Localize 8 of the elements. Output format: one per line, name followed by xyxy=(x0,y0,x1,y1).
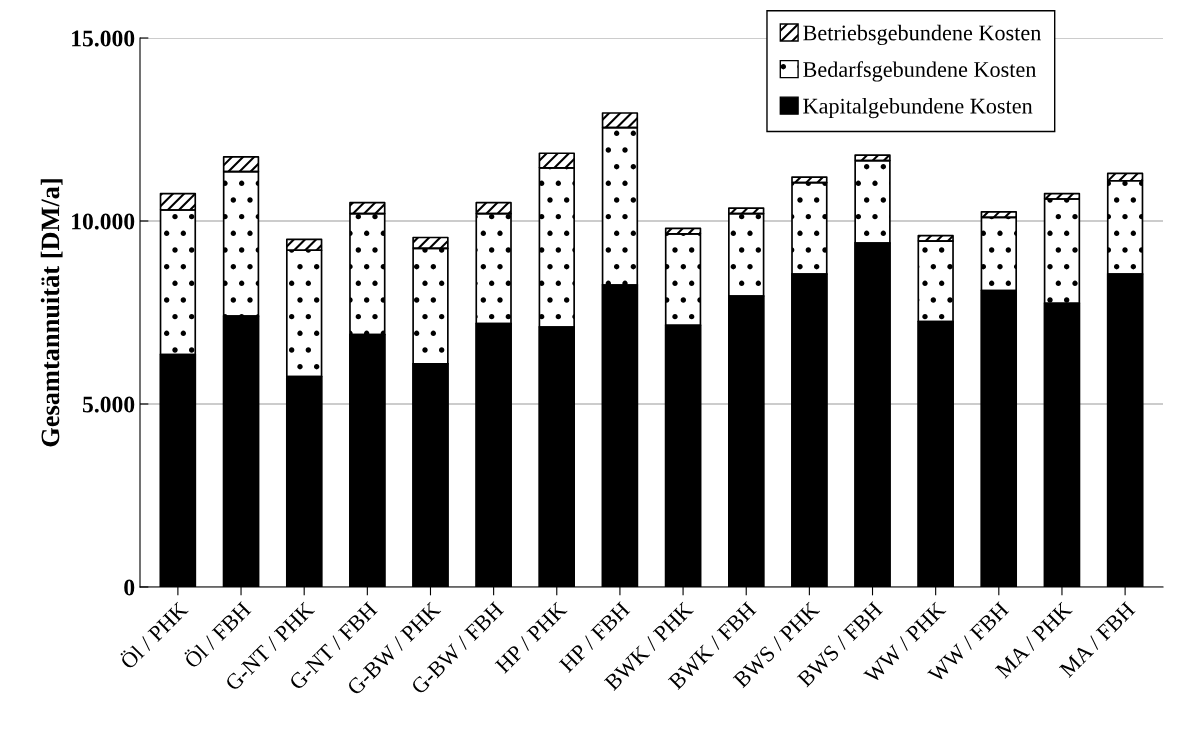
legend-label: Betriebsgebundene Kosten xyxy=(803,24,1042,46)
y-axis-title: Gesamtannuität [DM/a] xyxy=(40,179,63,447)
y-tick-label: 15.000 xyxy=(72,30,135,47)
legend-label: Bedarfsgebundene Kosten xyxy=(803,61,1037,82)
legend-label: Kapitalgebundene Kosten xyxy=(803,97,1033,119)
y-tick-label: 10.000 xyxy=(72,213,135,230)
y-tick-label: 5.000 xyxy=(82,396,135,413)
y-tick-label: 0 xyxy=(124,579,135,596)
